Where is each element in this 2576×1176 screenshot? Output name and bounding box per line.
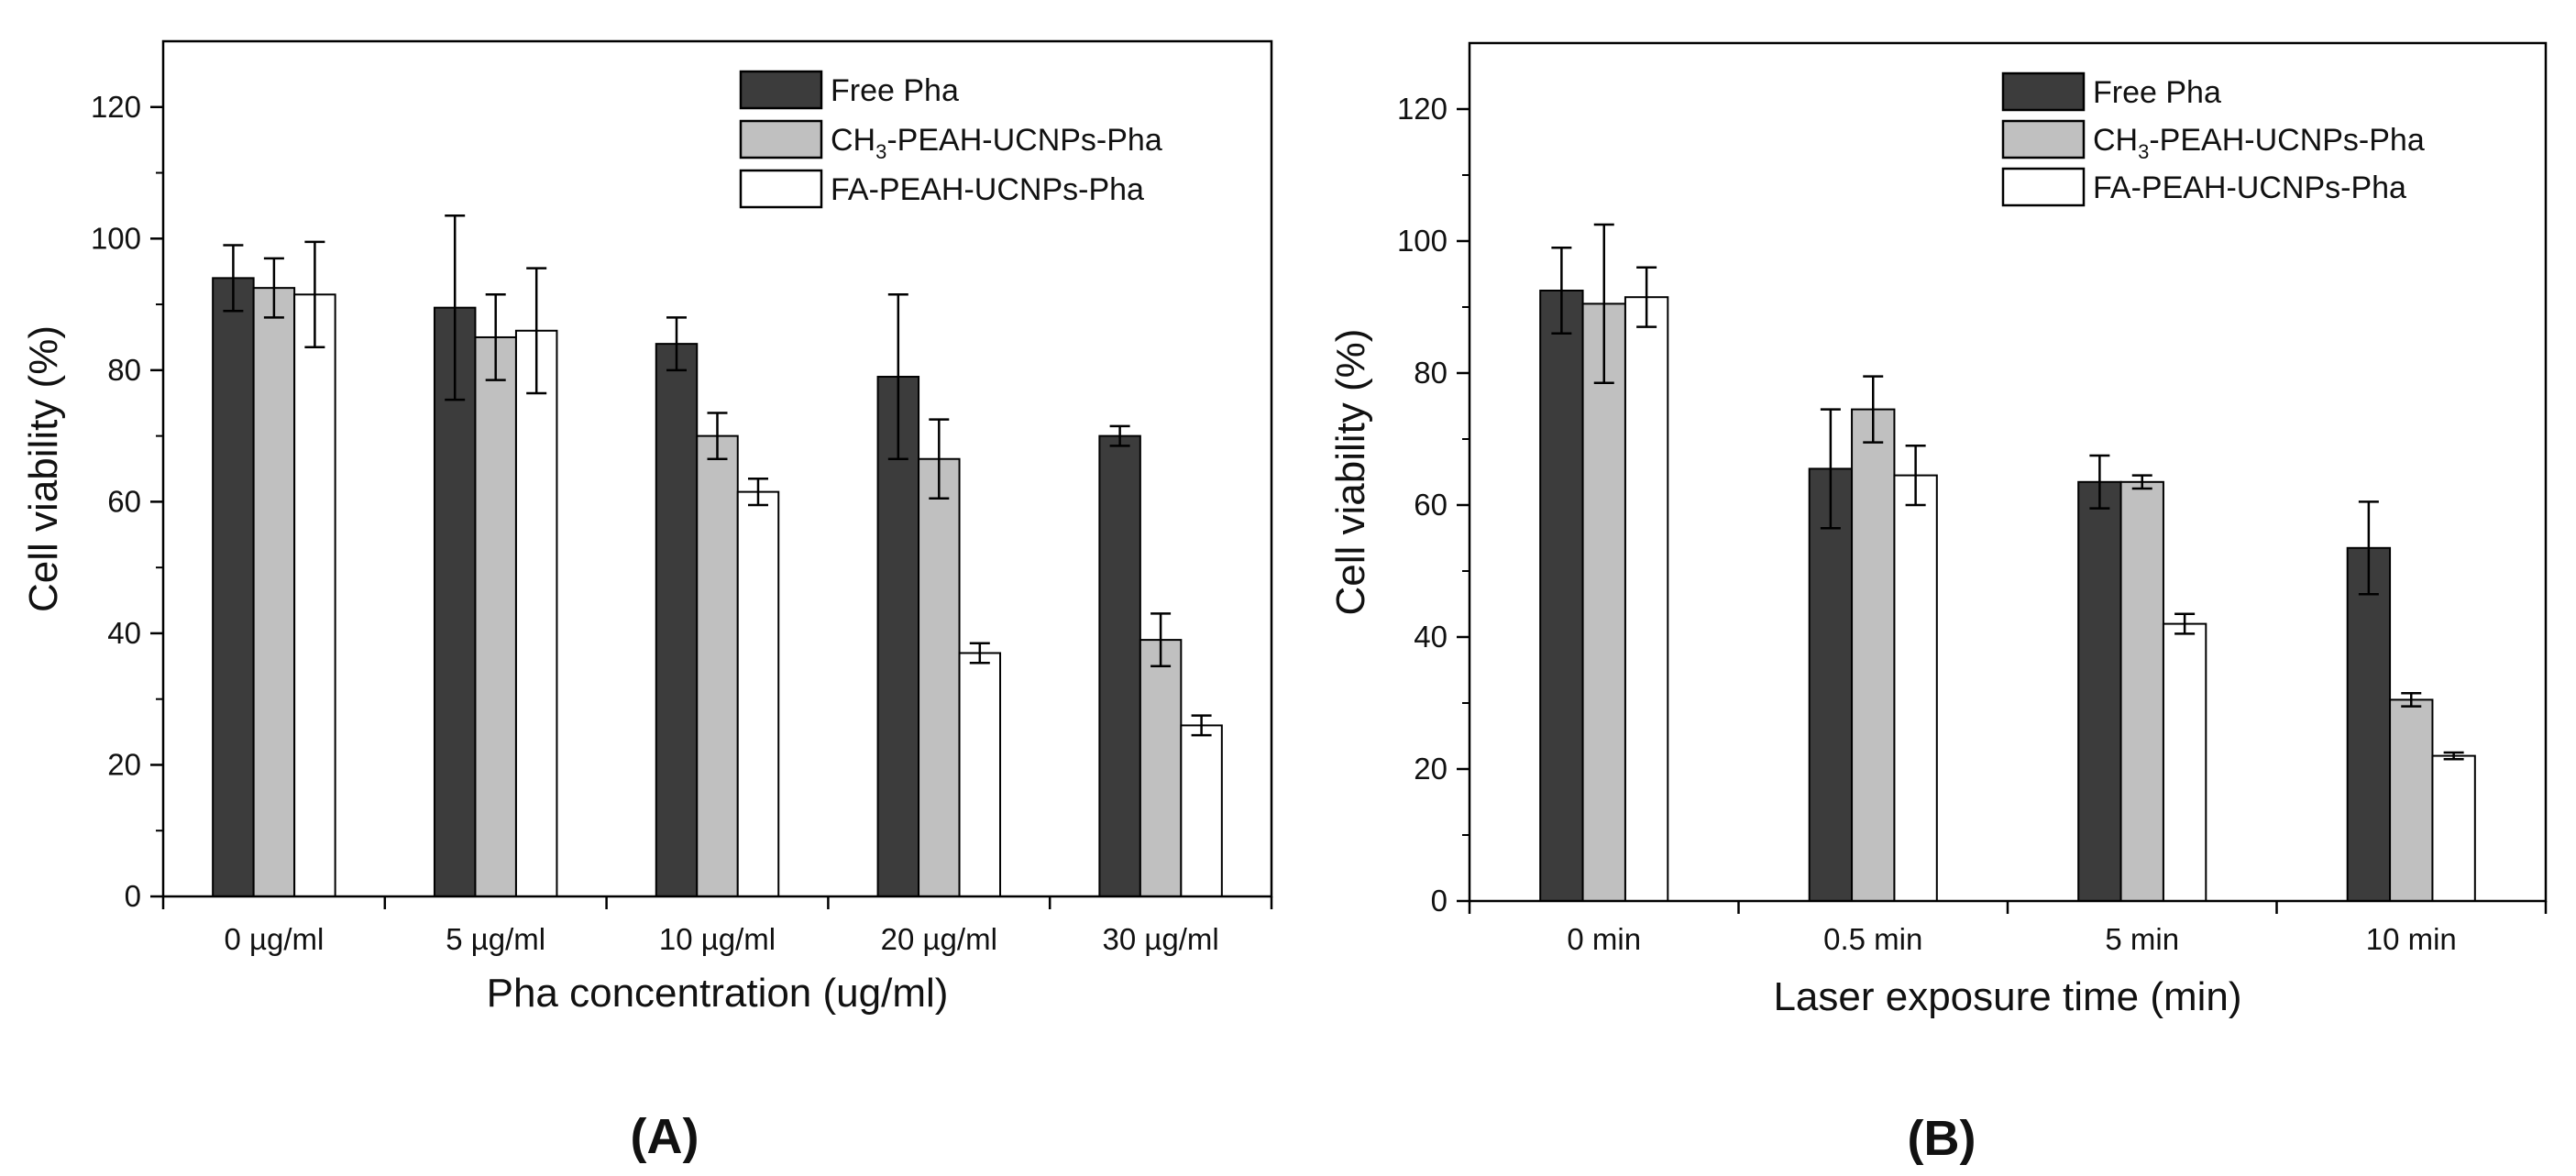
error-bar — [2443, 751, 2464, 761]
error-bar — [1593, 223, 1614, 385]
bar — [514, 329, 558, 897]
error-bar — [887, 293, 908, 460]
error-bar — [263, 257, 284, 319]
bar — [2077, 480, 2122, 902]
error-bar — [1905, 444, 1926, 507]
y-tick-label: 0 — [1431, 884, 1448, 918]
bar — [1180, 724, 1223, 898]
error-bar — [1636, 266, 1657, 328]
legend-swatch — [739, 119, 823, 159]
bar — [212, 277, 255, 898]
y-tick-label: 100 — [1397, 224, 1448, 258]
x-tick-label: 5 µg/ml — [446, 922, 545, 956]
legend-label: CH3-PEAH-UCNPs-Pha — [831, 123, 1162, 163]
x-axis-title: Pha concentration (ug/ml) — [487, 971, 949, 1016]
x-tick-label: 30 µg/ml — [1102, 922, 1218, 956]
legend-label: Free Pha — [2093, 75, 2221, 110]
y-tick-label: 60 — [1414, 488, 1448, 522]
error-bar — [2174, 612, 2196, 635]
error-bar — [2358, 500, 2379, 596]
error-bar — [929, 418, 950, 500]
x-tick-label: 0 min — [1567, 922, 1641, 956]
y-tick-label: 80 — [107, 353, 141, 387]
error-bar — [707, 412, 728, 460]
panel-b: 0 20 40 60 80 100 120 0 min 0.5 min 5 min 10 min La… — [1328, 41, 2548, 1166]
x-tick-label: 20 µg/ml — [881, 922, 997, 956]
y-tick-label: 40 — [1414, 620, 1448, 654]
bar — [1098, 434, 1141, 897]
bar — [1581, 302, 1626, 902]
bar — [474, 335, 517, 897]
y-axis-title: Cell viability (%) — [21, 325, 66, 612]
error-bar — [485, 293, 506, 381]
panel-label: (B) — [1908, 1111, 1976, 1166]
legend-label: FA-PEAH-UCNPs-Pha — [2093, 170, 2406, 205]
legend-swatch — [739, 169, 823, 209]
x-tick-label: 10 min — [2366, 922, 2457, 956]
y-tick-label: 100 — [91, 221, 141, 255]
y-tick-label: 40 — [107, 616, 141, 650]
bar — [252, 287, 296, 897]
bar — [1539, 290, 1584, 902]
bar — [1808, 467, 1854, 902]
legend-swatch — [2001, 167, 2086, 207]
legend-label: FA-PEAH-UCNPs-Pha — [831, 172, 1144, 207]
y-axis-title: Cell viability (%) — [1328, 329, 1373, 616]
bar — [696, 434, 739, 897]
bar — [2431, 754, 2476, 902]
bar — [918, 457, 961, 897]
error-bar — [526, 267, 547, 395]
error-bar — [2401, 691, 2422, 708]
error-bar — [1863, 375, 1884, 444]
y-tick-label: 20 — [1414, 752, 1448, 786]
error-bar — [969, 642, 990, 665]
error-bar — [2131, 474, 2152, 490]
legend-swatch — [2001, 119, 2086, 159]
bar — [2389, 698, 2434, 903]
bar — [2119, 480, 2164, 902]
panel-label: (A) — [631, 1109, 699, 1164]
y-tick-label: 0 — [125, 879, 141, 913]
bar — [1893, 474, 1938, 902]
error-bar — [747, 478, 768, 507]
bar — [1851, 408, 1896, 903]
bar — [1139, 639, 1183, 897]
x-tick-label: 5 min — [2105, 922, 2179, 956]
x-tick-label: 0.5 min — [1823, 922, 1922, 956]
bar — [2162, 622, 2207, 902]
error-bar — [445, 214, 466, 401]
y-tick-label: 60 — [107, 484, 141, 518]
legend-swatch — [2001, 71, 2086, 112]
bar — [433, 306, 477, 897]
bar — [293, 293, 336, 897]
error-bar — [1820, 408, 1841, 530]
legend-label: CH3-PEAH-UCNPs-Pha — [2093, 123, 2425, 163]
y-tick-label: 80 — [1414, 356, 1448, 390]
plot-frame — [161, 39, 1273, 898]
x-tick-label: 10 µg/ml — [659, 922, 776, 956]
error-bar — [223, 244, 244, 313]
bar — [655, 343, 699, 897]
bar — [958, 652, 1002, 897]
error-bar — [1109, 424, 1130, 447]
error-bar — [1191, 714, 1212, 737]
error-bar — [1551, 246, 1572, 335]
x-axis-title: Laser exposure time (min) — [1773, 974, 2241, 1019]
y-tick-label: 120 — [1397, 92, 1448, 126]
y-tick-label: 120 — [91, 90, 141, 124]
error-bar — [1150, 612, 1172, 668]
panel-a: 0 20 40 60 80 100 120 0 µg/ml 5 µg/ml 10 µg/ml 20 … — [21, 39, 1273, 1164]
y-tick-label: 20 — [107, 747, 141, 781]
x-tick-label: 0 µg/ml — [224, 922, 324, 956]
bar — [736, 490, 780, 897]
error-bar — [2089, 454, 2110, 510]
error-bar — [304, 240, 325, 348]
bar — [1624, 296, 1669, 902]
bar — [2346, 546, 2392, 902]
error-bar — [666, 316, 688, 372]
legend-swatch — [739, 70, 823, 110]
legend-label: Free Pha — [831, 73, 959, 108]
